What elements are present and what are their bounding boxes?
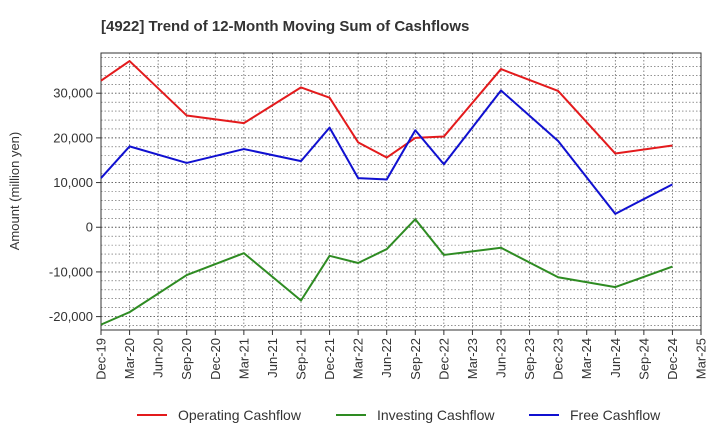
x-tick-label: Dec-24 — [665, 338, 680, 380]
x-tick-label: Mar-23 — [465, 338, 480, 379]
x-tick-label: Sep-23 — [522, 338, 537, 380]
series-line-investing-cashflow — [100, 218, 673, 326]
x-tick-label: Mar-24 — [579, 338, 594, 379]
grid-lines — [100, 53, 702, 330]
legend: Operating Cashflow Investing Cashflow Free… — [137, 407, 661, 423]
x-tick-label: Dec-19 — [94, 338, 109, 380]
x-tick-label: Jun-21 — [265, 338, 280, 378]
x-tick-label: Mar-21 — [236, 338, 251, 379]
y-tick-label: 30,000 — [53, 86, 93, 101]
x-tick-label: Mar-20 — [122, 338, 137, 379]
x-tick-label: Dec-23 — [551, 338, 566, 380]
x-tick-label: Dec-22 — [436, 338, 451, 380]
x-tick-label: Sep-24 — [636, 338, 651, 380]
series-lines — [100, 60, 673, 326]
y-tick-label: 0 — [86, 220, 93, 235]
chart-title: [4922] Trend of 12-Month Moving Sum of C… — [101, 18, 469, 35]
x-tick-label: Jun-23 — [494, 338, 509, 378]
x-tick-label: Mar-22 — [351, 338, 366, 379]
y-tick-label: -10,000 — [49, 264, 93, 279]
axes — [100, 52, 702, 331]
y-tick-labels: -20,000 -10,000 0 10,000 20,000 30,000 — [49, 86, 101, 324]
x-tick-label: Dec-20 — [208, 338, 223, 380]
y-tick-label: 10,000 — [53, 175, 93, 190]
y-axis-label: Amount (million yen) — [7, 132, 22, 251]
x-tick-label: Jun-20 — [151, 338, 166, 378]
x-tick-label: Sep-22 — [408, 338, 423, 380]
series-line-free-cashflow — [100, 89, 673, 215]
y-tick-label: 20,000 — [53, 130, 93, 145]
y-tick-label: -20,000 — [49, 309, 93, 324]
plot-frame — [100, 52, 702, 331]
x-tick-label: Sep-20 — [179, 338, 194, 380]
x-tick-labels: Dec-19 Mar-20 Jun-20 Sep-20 Dec-20 Mar-21 Jun-… — [94, 330, 709, 380]
x-tick-label: Jun-22 — [379, 338, 394, 378]
x-tick-label: Dec-21 — [322, 338, 337, 380]
x-tick-label: Jun-24 — [608, 338, 623, 378]
x-tick-label: Mar-25 — [694, 338, 709, 379]
legend-label: Free Cashflow — [570, 407, 661, 423]
legend-label: Operating Cashflow — [178, 407, 302, 423]
series-line-operating-cashflow — [100, 60, 673, 159]
x-tick-label: Sep-21 — [294, 338, 309, 380]
legend-label: Investing Cashflow — [377, 407, 495, 423]
